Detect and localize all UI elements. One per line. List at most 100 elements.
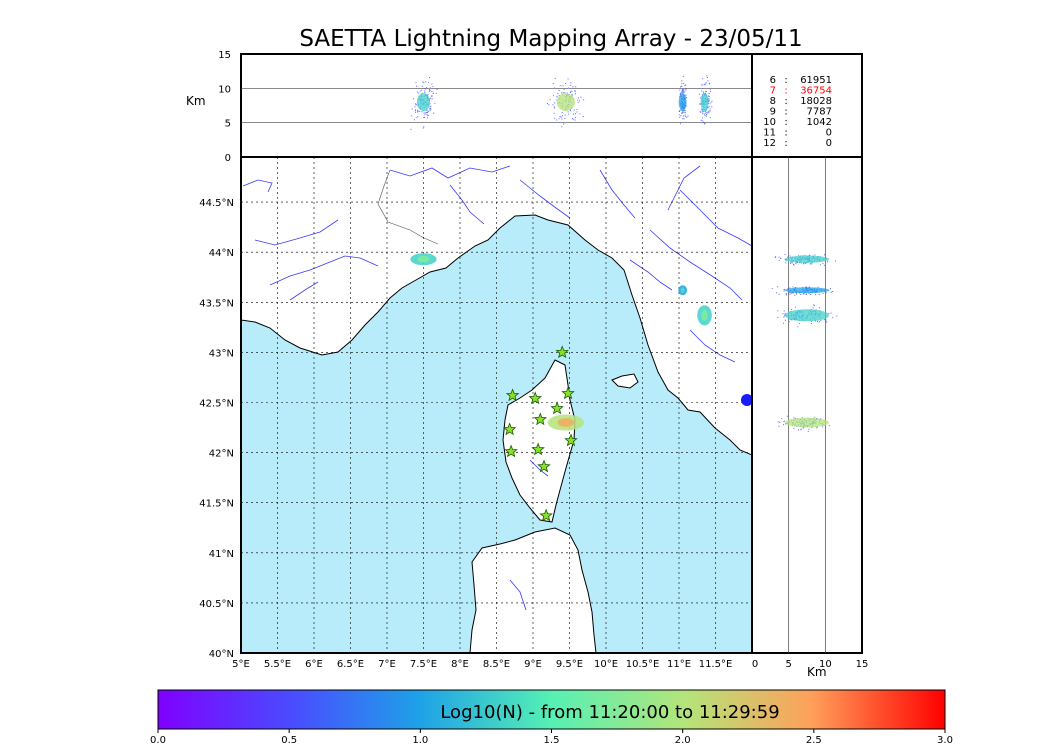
altitude-point bbox=[413, 119, 415, 121]
altitude-point bbox=[570, 91, 572, 93]
altitude-point bbox=[564, 117, 566, 119]
altitude-point bbox=[685, 84, 687, 86]
altitude-point bbox=[572, 86, 574, 88]
side-point bbox=[800, 429, 802, 431]
altitude-point bbox=[419, 90, 421, 92]
side-point bbox=[805, 293, 807, 295]
side-point bbox=[784, 313, 786, 315]
altitude-point bbox=[560, 116, 562, 118]
altitude-point bbox=[431, 83, 433, 85]
altitude-point bbox=[678, 114, 680, 116]
side-point bbox=[796, 261, 798, 263]
altitude-point bbox=[562, 92, 564, 94]
altitude-point bbox=[707, 112, 709, 114]
altitude-point bbox=[574, 90, 576, 92]
lightning-cluster-core bbox=[680, 287, 685, 294]
altitude-point bbox=[423, 116, 425, 118]
altitude-point bbox=[684, 114, 686, 116]
colorbar-tick-label: 0.0 bbox=[150, 735, 166, 746]
altitude-point bbox=[702, 91, 704, 93]
side-point bbox=[811, 426, 813, 428]
lon-tick-label: 7.5°E bbox=[410, 659, 437, 670]
altitude-point bbox=[419, 110, 421, 112]
altitude-point bbox=[708, 95, 710, 97]
altitude-cluster bbox=[556, 93, 575, 112]
lat-tick-label: 42.5°N bbox=[199, 398, 234, 409]
altitude-axis-label: Km bbox=[186, 94, 206, 108]
altitude-point bbox=[561, 118, 563, 120]
altitude-point bbox=[435, 92, 437, 94]
colorbar: Log10(N) - from 11:20:00 to 11:29:59 0.0… bbox=[150, 689, 953, 746]
land-layer bbox=[241, 157, 752, 653]
altitude-point bbox=[567, 111, 569, 113]
side-point bbox=[805, 286, 807, 288]
altitude-point bbox=[705, 82, 707, 84]
altitude-point bbox=[554, 102, 556, 104]
altitude-point bbox=[703, 84, 705, 86]
altitude-point bbox=[562, 85, 564, 87]
altitude-point bbox=[682, 91, 684, 93]
side-point bbox=[783, 288, 785, 290]
lon-tick-label: 10°E bbox=[594, 659, 618, 670]
altitude-point bbox=[558, 90, 560, 92]
altitude-point bbox=[699, 103, 701, 105]
altitude-point bbox=[681, 83, 683, 85]
altitude-point bbox=[558, 118, 560, 120]
altitude-point bbox=[705, 90, 707, 92]
count-separator: : bbox=[784, 117, 787, 128]
side-point bbox=[776, 292, 778, 294]
side-point bbox=[778, 293, 780, 295]
altitude-point bbox=[425, 88, 427, 90]
lon-tick-label: 7°E bbox=[378, 659, 396, 670]
altitude-point bbox=[681, 111, 683, 113]
side-point bbox=[786, 293, 788, 295]
altitude-point bbox=[711, 100, 713, 102]
side-point bbox=[793, 427, 795, 429]
altitude-point bbox=[417, 116, 419, 118]
altitude-point bbox=[681, 90, 683, 92]
altitude-point bbox=[414, 103, 416, 105]
side-point bbox=[789, 292, 791, 294]
altitude-point bbox=[701, 84, 703, 86]
altitude-point bbox=[679, 116, 681, 118]
lat-tick-label: 41°N bbox=[209, 549, 234, 560]
altitude-point bbox=[573, 118, 575, 120]
altitude-point bbox=[705, 115, 707, 117]
altitude-point bbox=[561, 92, 563, 94]
side-point bbox=[814, 416, 816, 418]
altitude-point bbox=[552, 83, 554, 85]
altitude-point bbox=[569, 110, 571, 112]
side-point bbox=[779, 257, 781, 259]
colorbar-gradient bbox=[157, 689, 946, 730]
altitude-point bbox=[580, 96, 582, 98]
count-value: 7787 bbox=[807, 107, 832, 118]
side-point bbox=[823, 319, 825, 321]
altitude-point bbox=[708, 82, 710, 84]
side-point bbox=[795, 287, 797, 289]
side-point bbox=[826, 321, 828, 323]
altitude-point bbox=[704, 91, 706, 93]
altitude-point bbox=[424, 90, 426, 92]
altitude-point bbox=[679, 123, 681, 125]
altitude-point bbox=[562, 115, 564, 117]
side-point bbox=[782, 313, 784, 315]
side-ticks: 0 5 10 15 bbox=[752, 659, 869, 670]
chart-title: SAETTA Lightning Mapping Array - 23/05/1… bbox=[299, 26, 802, 52]
radar-blob bbox=[741, 394, 753, 406]
colorbar-tick-label: 3.0 bbox=[937, 735, 953, 746]
altitude-point bbox=[423, 126, 425, 128]
side-point bbox=[813, 304, 815, 306]
side-point bbox=[803, 426, 805, 428]
side-point bbox=[793, 264, 795, 266]
station-star bbox=[502, 422, 517, 436]
station-counts-box: 6: 61951 7: 36754 8: 18028 9: 7787 10: 1042 11: 0 12… bbox=[751, 53, 863, 158]
altitude-cluster bbox=[700, 93, 709, 112]
lon-tick-label: 11.5°E bbox=[699, 659, 733, 670]
station-markers bbox=[502, 345, 578, 522]
altitude-point bbox=[561, 126, 563, 128]
lon-tick-label: 5°E bbox=[232, 659, 250, 670]
side-point bbox=[790, 263, 792, 265]
altitude-point bbox=[417, 111, 419, 113]
count-value: 0 bbox=[826, 138, 832, 149]
side-point bbox=[784, 319, 786, 321]
